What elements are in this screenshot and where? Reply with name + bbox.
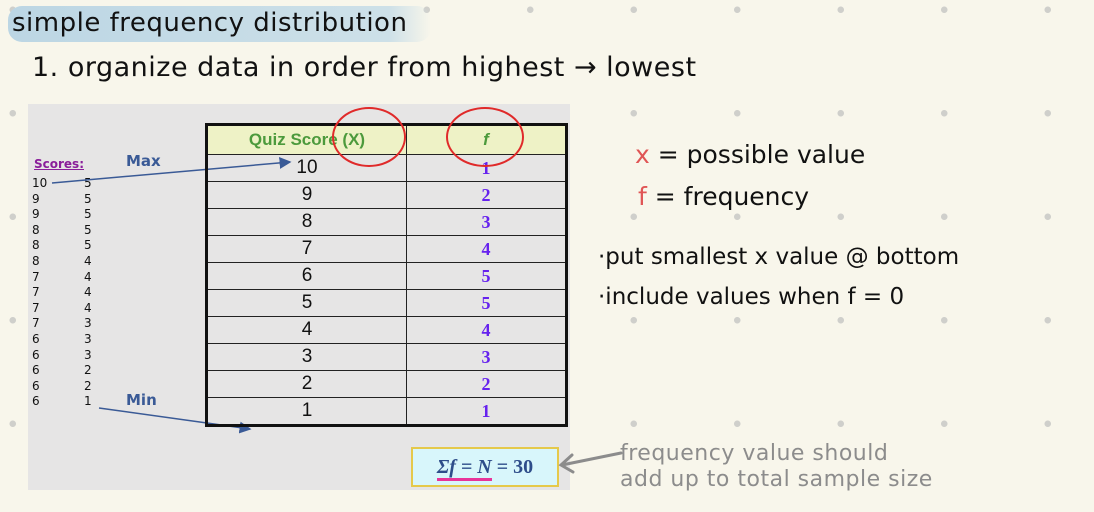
f-definition: = frequency <box>654 182 810 211</box>
score-value: 5 <box>84 222 92 237</box>
x-definition: = possible value <box>657 140 866 169</box>
score-cell: 4 <box>206 316 407 344</box>
score-value: 3 <box>84 331 92 346</box>
score-value: 6 <box>32 378 40 393</box>
score-value: 2 <box>84 378 92 393</box>
score-value: 7 <box>32 269 40 284</box>
score-value: 7 <box>32 285 40 300</box>
score-value: 9 <box>32 207 40 222</box>
score-value: 8 <box>32 253 40 268</box>
note-arrow-icon <box>558 451 623 474</box>
frequency-cell: 4 <box>406 316 567 344</box>
score-value: 6 <box>32 347 40 362</box>
score-cell: 9 <box>206 181 407 209</box>
score-value: 4 <box>84 253 92 268</box>
score-value: 4 <box>84 269 92 284</box>
score-value: 1 <box>84 394 92 409</box>
frequency-cell: 4 <box>406 235 567 263</box>
score-value: 5 <box>84 238 92 253</box>
frequency-cell: 2 <box>406 370 567 398</box>
score-value: 7 <box>32 300 40 315</box>
score-value: 5 <box>84 176 92 190</box>
table-row: 10 1 <box>206 154 567 182</box>
score-cell: 7 <box>206 235 407 263</box>
bullet-1: ·put smallest x value @ bottom <box>598 244 960 270</box>
sum-formula: Σf = N = 30 <box>411 447 559 487</box>
score-value: 2 <box>84 363 92 378</box>
score-value: 4 <box>84 300 92 315</box>
step-1-text: 1. organize data in order from highest →… <box>32 52 697 83</box>
score-cell: 10 <box>206 154 407 182</box>
score-cell: 1 <box>206 397 407 426</box>
score-value: 6 <box>32 394 40 409</box>
x-symbol: x <box>635 140 650 169</box>
score-value: 9 <box>32 191 40 206</box>
score-cell: 8 <box>206 208 407 236</box>
score-value: 5 <box>84 191 92 206</box>
sum-note-line-1: frequency value should <box>620 441 889 466</box>
red-circle-f <box>446 107 524 167</box>
score-cell: 5 <box>206 289 407 317</box>
score-value: 8 <box>32 222 40 237</box>
score-value: 6 <box>32 363 40 378</box>
score-cell: 2 <box>206 370 407 398</box>
score-value: 7 <box>32 316 40 331</box>
frequency-cell: 5 <box>406 289 567 317</box>
min-label: Min <box>126 391 157 409</box>
bullet-2: ·include values when f = 0 <box>598 284 905 310</box>
score-value: 3 <box>84 347 92 362</box>
scores-column-1: 10 9 9 8 8 8 7 7 7 7 6 6 6 6 6 <box>32 176 47 410</box>
score-value: 8 <box>32 238 40 253</box>
sum-note: frequency value should add up to total sa… <box>620 441 933 493</box>
sum-note-line-2: add up to total sample size <box>620 467 933 492</box>
scores-label: Scores: <box>34 157 84 171</box>
frequency-cell: 5 <box>406 262 567 290</box>
max-label: Max <box>126 152 161 170</box>
frequency-cell: 3 <box>406 208 567 236</box>
score-value: 10 <box>32 176 48 190</box>
notes-title: simple frequency distribution <box>8 6 432 42</box>
frequency-cell: 2 <box>406 181 567 209</box>
score-cell: 3 <box>206 343 407 371</box>
sum-rhs: = 30 <box>491 456 534 478</box>
frequency-cell: 3 <box>406 343 567 371</box>
score-value: 4 <box>84 285 92 300</box>
frequency-cell: 1 <box>406 397 567 426</box>
frequency-table: Quiz Score (X) f 10 1 9 2 8 3 7 4 6 5 5 5 4 4 3 3 2 2 1 1 <box>205 123 568 427</box>
f-symbol: f <box>638 182 647 211</box>
score-value: 5 <box>84 207 92 222</box>
sum-lhs: Σf = N <box>436 456 492 481</box>
score-cell: 6 <box>206 262 407 290</box>
score-value: 6 <box>32 331 40 346</box>
red-circle-x <box>332 107 406 167</box>
score-value: 3 <box>84 316 92 331</box>
